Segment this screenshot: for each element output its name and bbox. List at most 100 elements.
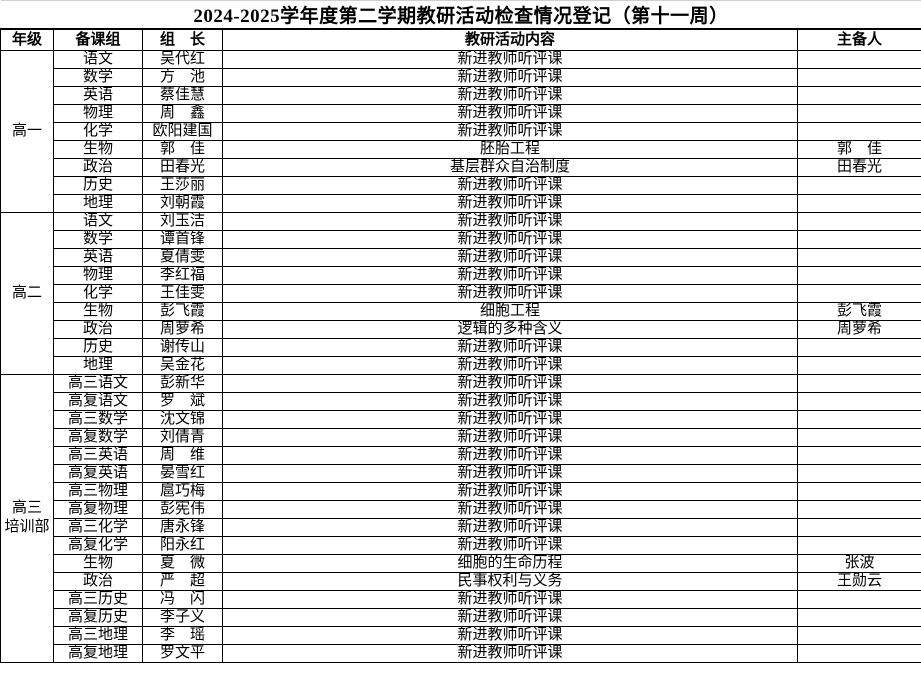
subject-cell: 语文 bbox=[53, 49, 143, 69]
preparer-cell: 周萝希 bbox=[796, 319, 921, 339]
activity-cell: 新进教师听评课 bbox=[222, 337, 798, 357]
activity-cell: 基层群众自治制度 bbox=[222, 157, 798, 177]
table-row: 高三数学 沈文锦 新进教师听评课 bbox=[1, 409, 921, 429]
activity-cell: 新进教师听评课 bbox=[222, 121, 798, 141]
table-row: 物理周 鑫新进教师听评课 bbox=[1, 103, 921, 123]
preparer-cell bbox=[796, 121, 921, 141]
page-title: 2024-2025学年度第二学期教研活动检查情况登记（第十一周） bbox=[0, 0, 921, 29]
leader-cell: 李子义 bbox=[142, 607, 223, 627]
preparer-cell bbox=[796, 625, 921, 645]
preparer-cell bbox=[796, 535, 921, 555]
table-row: 政治严 超民事权利与义务 王勋云 bbox=[1, 571, 921, 591]
col-header-preparer: 主备人 bbox=[796, 28, 921, 51]
subject-cell: 生物 bbox=[53, 553, 143, 573]
table-row: 高复历史 李子义 新进教师听评课 bbox=[1, 607, 921, 627]
leader-cell: 罗文平 bbox=[142, 643, 223, 663]
leader-cell: 阳永红 bbox=[142, 535, 223, 555]
preparer-cell bbox=[796, 49, 921, 69]
leader-cell: 周 维 bbox=[142, 445, 223, 465]
table-row: 政治 田春光 基层群众自治制度 田春光 bbox=[1, 157, 921, 177]
table-row: 政治 周萝希 逻辑的多种含义 周萝希 bbox=[1, 319, 921, 339]
leader-cell: 沈文锦 bbox=[142, 409, 223, 429]
leader-cell: 周萝希 bbox=[142, 319, 223, 339]
preparer-cell bbox=[796, 589, 921, 609]
leader-cell: 彭新华 bbox=[142, 373, 223, 393]
leader-cell: 吴金花 bbox=[142, 355, 223, 375]
inspection-table: 2024-2025学年度第二学期教研活动检查情况登记（第十一周） 年级 备课组 … bbox=[0, 0, 921, 663]
leader-cell: 彭宪伟 bbox=[142, 499, 223, 519]
leader-cell: 谭首锋 bbox=[142, 229, 223, 249]
leader-cell: 田春光 bbox=[142, 157, 223, 177]
preparer-cell bbox=[796, 337, 921, 357]
table-row: 高三物理 扈巧梅 新进教师听评课 bbox=[1, 481, 921, 501]
subject-cell: 英语 bbox=[53, 247, 143, 267]
activity-cell: 细胞的生命历程 bbox=[222, 553, 798, 573]
preparer-cell: 王勋云 bbox=[796, 571, 921, 591]
subject-cell: 地理 bbox=[53, 355, 143, 375]
activity-cell: 新进教师听评课 bbox=[222, 409, 798, 429]
activity-cell: 新进教师听评课 bbox=[222, 607, 798, 627]
leader-cell: 刘玉洁 bbox=[142, 211, 223, 231]
preparer-cell bbox=[796, 643, 921, 663]
leader-cell: 刘朝霞 bbox=[142, 193, 223, 213]
grade-cell: 高三 培训部 bbox=[0, 373, 54, 663]
leader-cell: 晏雪红 bbox=[142, 463, 223, 483]
subject-cell: 高三历史 bbox=[53, 589, 143, 609]
activity-cell: 新进教师听评课 bbox=[222, 283, 798, 303]
table-row: 数学 谭首锋 新进教师听评课 bbox=[1, 229, 921, 249]
subject-cell: 高三物理 bbox=[53, 481, 143, 501]
table-row: 高二 语文 刘玉洁 新进教师听评课 bbox=[0, 211, 921, 375]
leader-cell: 郭 佳 bbox=[142, 139, 223, 159]
table-row: 高复数学 刘倩青 新进教师听评课 bbox=[1, 427, 921, 447]
table-row: 化学 欧阳建国 新进教师听评课 bbox=[1, 121, 921, 141]
subject-cell: 地理 bbox=[53, 193, 143, 213]
activity-cell: 新进教师听评课 bbox=[222, 373, 798, 393]
leader-cell: 冯 闪 bbox=[142, 589, 223, 609]
subject-cell: 生物 bbox=[53, 301, 143, 321]
activity-cell: 新进教师听评课 bbox=[222, 643, 798, 663]
leader-cell: 夏倩雯 bbox=[142, 247, 223, 267]
table-row: 高三历史冯 闪新进教师听评课 bbox=[1, 589, 921, 609]
activity-cell: 新进教师听评课 bbox=[222, 49, 798, 69]
table-row: 历史 王莎丽 新进教师听评课 bbox=[1, 175, 921, 195]
activity-cell: 新进教师听评课 bbox=[222, 265, 798, 285]
table-row: 生物郭 佳胚胎工程郭 佳 bbox=[1, 139, 921, 159]
preparer-cell bbox=[796, 85, 921, 105]
preparer-cell bbox=[796, 517, 921, 537]
preparer-cell bbox=[796, 355, 921, 375]
leader-cell: 蔡佳慧 bbox=[142, 85, 223, 105]
leader-cell: 周 鑫 bbox=[142, 103, 223, 123]
preparer-cell bbox=[796, 373, 921, 393]
table-row: 高一 语文 吴代红 新进教师听评课 bbox=[0, 49, 921, 213]
activity-cell: 新进教师听评课 bbox=[222, 193, 798, 213]
preparer-cell bbox=[796, 175, 921, 195]
col-header-grade: 年级 bbox=[0, 28, 54, 51]
leader-cell: 罗 斌 bbox=[142, 391, 223, 411]
preparer-cell bbox=[796, 67, 921, 87]
preparer-cell: 田春光 bbox=[796, 157, 921, 177]
activity-cell: 新进教师听评课 bbox=[222, 85, 798, 105]
table-row: 化学 王佳雯 新进教师听评课 bbox=[1, 283, 921, 303]
subject-cell: 高三语文 bbox=[53, 373, 143, 393]
table-row: 高三化学 唐永锋 新进教师听评课 bbox=[1, 517, 921, 537]
activity-cell: 新进教师听评课 bbox=[222, 445, 798, 465]
table-row: 高复语文罗 斌新进教师听评课 bbox=[1, 391, 921, 411]
activity-cell: 新进教师听评课 bbox=[222, 499, 798, 519]
title-row: 2024-2025学年度第二学期教研活动检查情况登记（第十一周） bbox=[0, 0, 921, 29]
subject-cell: 历史 bbox=[53, 337, 143, 357]
preparer-cell bbox=[796, 391, 921, 411]
preparer-cell bbox=[796, 499, 921, 519]
preparer-cell bbox=[796, 607, 921, 627]
activity-cell: 细胞工程 bbox=[222, 301, 798, 321]
table-row: 生物 彭飞霞 细胞工程 彭飞霞 bbox=[1, 301, 921, 321]
table-row: 英语 蔡佳慧 新进教师听评课 bbox=[1, 85, 921, 105]
subject-cell: 高复化学 bbox=[53, 535, 143, 555]
preparer-cell bbox=[796, 409, 921, 429]
activity-cell: 新进教师听评课 bbox=[222, 427, 798, 447]
activity-cell: 新进教师听评课 bbox=[222, 229, 798, 249]
preparer-cell bbox=[796, 463, 921, 483]
activity-cell: 胚胎工程 bbox=[222, 139, 798, 159]
subject-cell: 化学 bbox=[53, 283, 143, 303]
activity-cell: 新进教师听评课 bbox=[222, 175, 798, 195]
